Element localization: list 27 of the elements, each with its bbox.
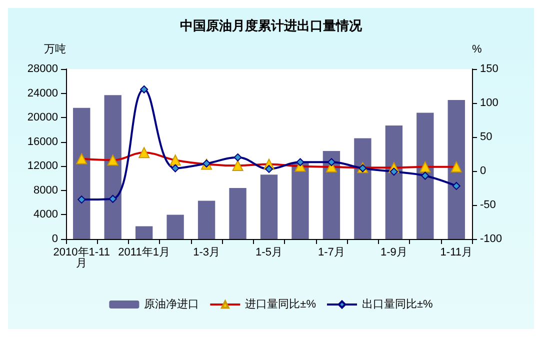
y-tick-label: 20000 <box>27 112 58 124</box>
y-tick-label: 0 <box>52 233 58 245</box>
y2-tick-label: -50 <box>480 199 496 211</box>
x-tick-label: 1-7月 <box>318 246 345 258</box>
y2-axis-title: % <box>472 44 482 56</box>
y2-tick-label: 150 <box>480 63 498 75</box>
y-tick-label: 8000 <box>34 184 58 196</box>
y2-tick-label: 0 <box>480 165 486 177</box>
y-tick-label: 24000 <box>27 87 58 100</box>
x-tick-label: 1-3月 <box>193 246 220 258</box>
y-tick-label: 12000 <box>27 160 58 172</box>
y2-tick-label: -100 <box>480 233 502 245</box>
x-tick-label: 1-11月 <box>440 246 472 258</box>
x-tick-label: 1-5月 <box>256 246 282 258</box>
x-tick-label: 2010年1-11月 <box>53 246 110 270</box>
y-axis-title: 万吨 <box>44 42 66 56</box>
chart-title: 中国原油月度累计进出口量情况 <box>180 18 363 33</box>
y2-tick-label: 50 <box>480 131 492 143</box>
y-tick-label: 4000 <box>34 208 58 221</box>
y-tick-label: 16000 <box>27 136 58 148</box>
x-tick-label: 1-9月 <box>380 246 408 258</box>
y-tick-label: 28000 <box>27 63 58 75</box>
x-tick-label: 2011年1月 <box>118 246 170 258</box>
legend-label: 原油净进口 <box>144 298 200 310</box>
legend-label: 进口量同比±% <box>245 298 316 310</box>
y2-tick-label: 100 <box>480 97 498 109</box>
legend-label: 出口量同比±% <box>362 298 434 310</box>
